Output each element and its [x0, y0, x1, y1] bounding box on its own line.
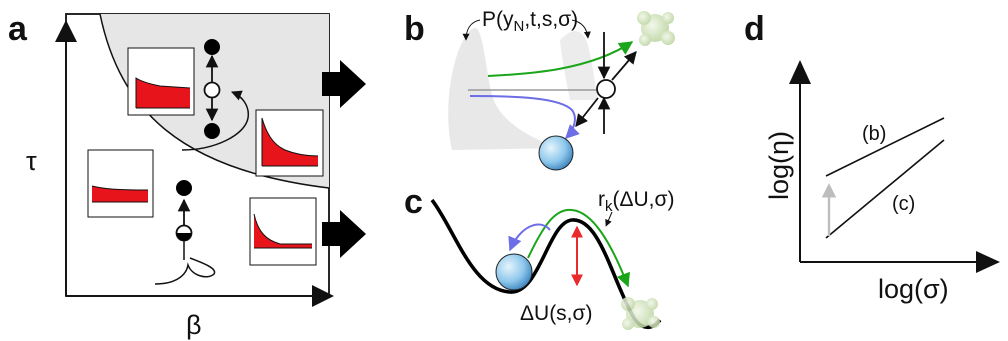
rate-label-leader: [605, 211, 613, 227]
green-trajectory: [487, 41, 634, 77]
log-eta-axis-label: log(η): [764, 131, 794, 200]
panel-a: a τ β: [8, 10, 366, 340]
label-leader-left: [462, 19, 481, 41]
panel-b: b P(yN,t,s,σ): [404, 8, 675, 171]
response-inset-bottom: [249, 197, 317, 266]
response-inset-top: [127, 47, 195, 116]
log-sigma-axis-label: log(σ): [878, 274, 949, 304]
saddle-node-upper: [181, 39, 250, 151]
blue-trajectory: [469, 95, 580, 139]
log-eta-axis-arrowhead: [789, 60, 811, 84]
panel-d: d log(η) log(σ) (b) (c): [744, 10, 1000, 304]
line-c-label: (c): [892, 193, 915, 215]
tau-axis-label: τ: [26, 146, 37, 176]
response-inset-left: [87, 149, 154, 218]
panel-d-letter: d: [744, 10, 765, 48]
phase-boundary-curve: [99, 13, 330, 189]
barrier-label: ΔU(s,σ): [520, 302, 592, 325]
panel-c-letter: c: [404, 183, 423, 221]
half-node-lower: [154, 180, 216, 285]
beta-axis-label: β: [186, 310, 202, 340]
panel-b-letter: b: [404, 10, 425, 48]
lower-output-arrow: [322, 210, 366, 258]
distribution-shape-left: [448, 28, 560, 150]
ghost-cluster-c: [621, 297, 660, 330]
blue-sphere-c: [495, 253, 533, 291]
beta-axis-arrowhead: [312, 285, 334, 307]
green-escape-path: [527, 208, 630, 288]
line-b-label: (b): [862, 123, 886, 145]
panel-c: c rk(ΔU,σ) ΔU(s,σ): [404, 183, 674, 330]
ghost-cluster-b: [637, 11, 675, 46]
blue-return-path: [508, 223, 551, 252]
log-sigma-axis-arrowhead: [976, 251, 1000, 273]
upper-output-arrow: [322, 60, 366, 108]
line-c: [825, 139, 945, 239]
label-leader-right: [571, 19, 591, 39]
rate-label: rk(ΔU,σ): [598, 188, 674, 215]
distribution-label: P(yN,t,s,σ): [482, 8, 578, 35]
blue-sphere-b: [538, 135, 574, 171]
tau-axis-arrowhead: [55, 20, 77, 42]
response-inset-right: [255, 109, 324, 177]
panel-a-letter: a: [8, 10, 28, 48]
saddle-point-b: [575, 32, 637, 134]
line-b: [825, 117, 945, 177]
